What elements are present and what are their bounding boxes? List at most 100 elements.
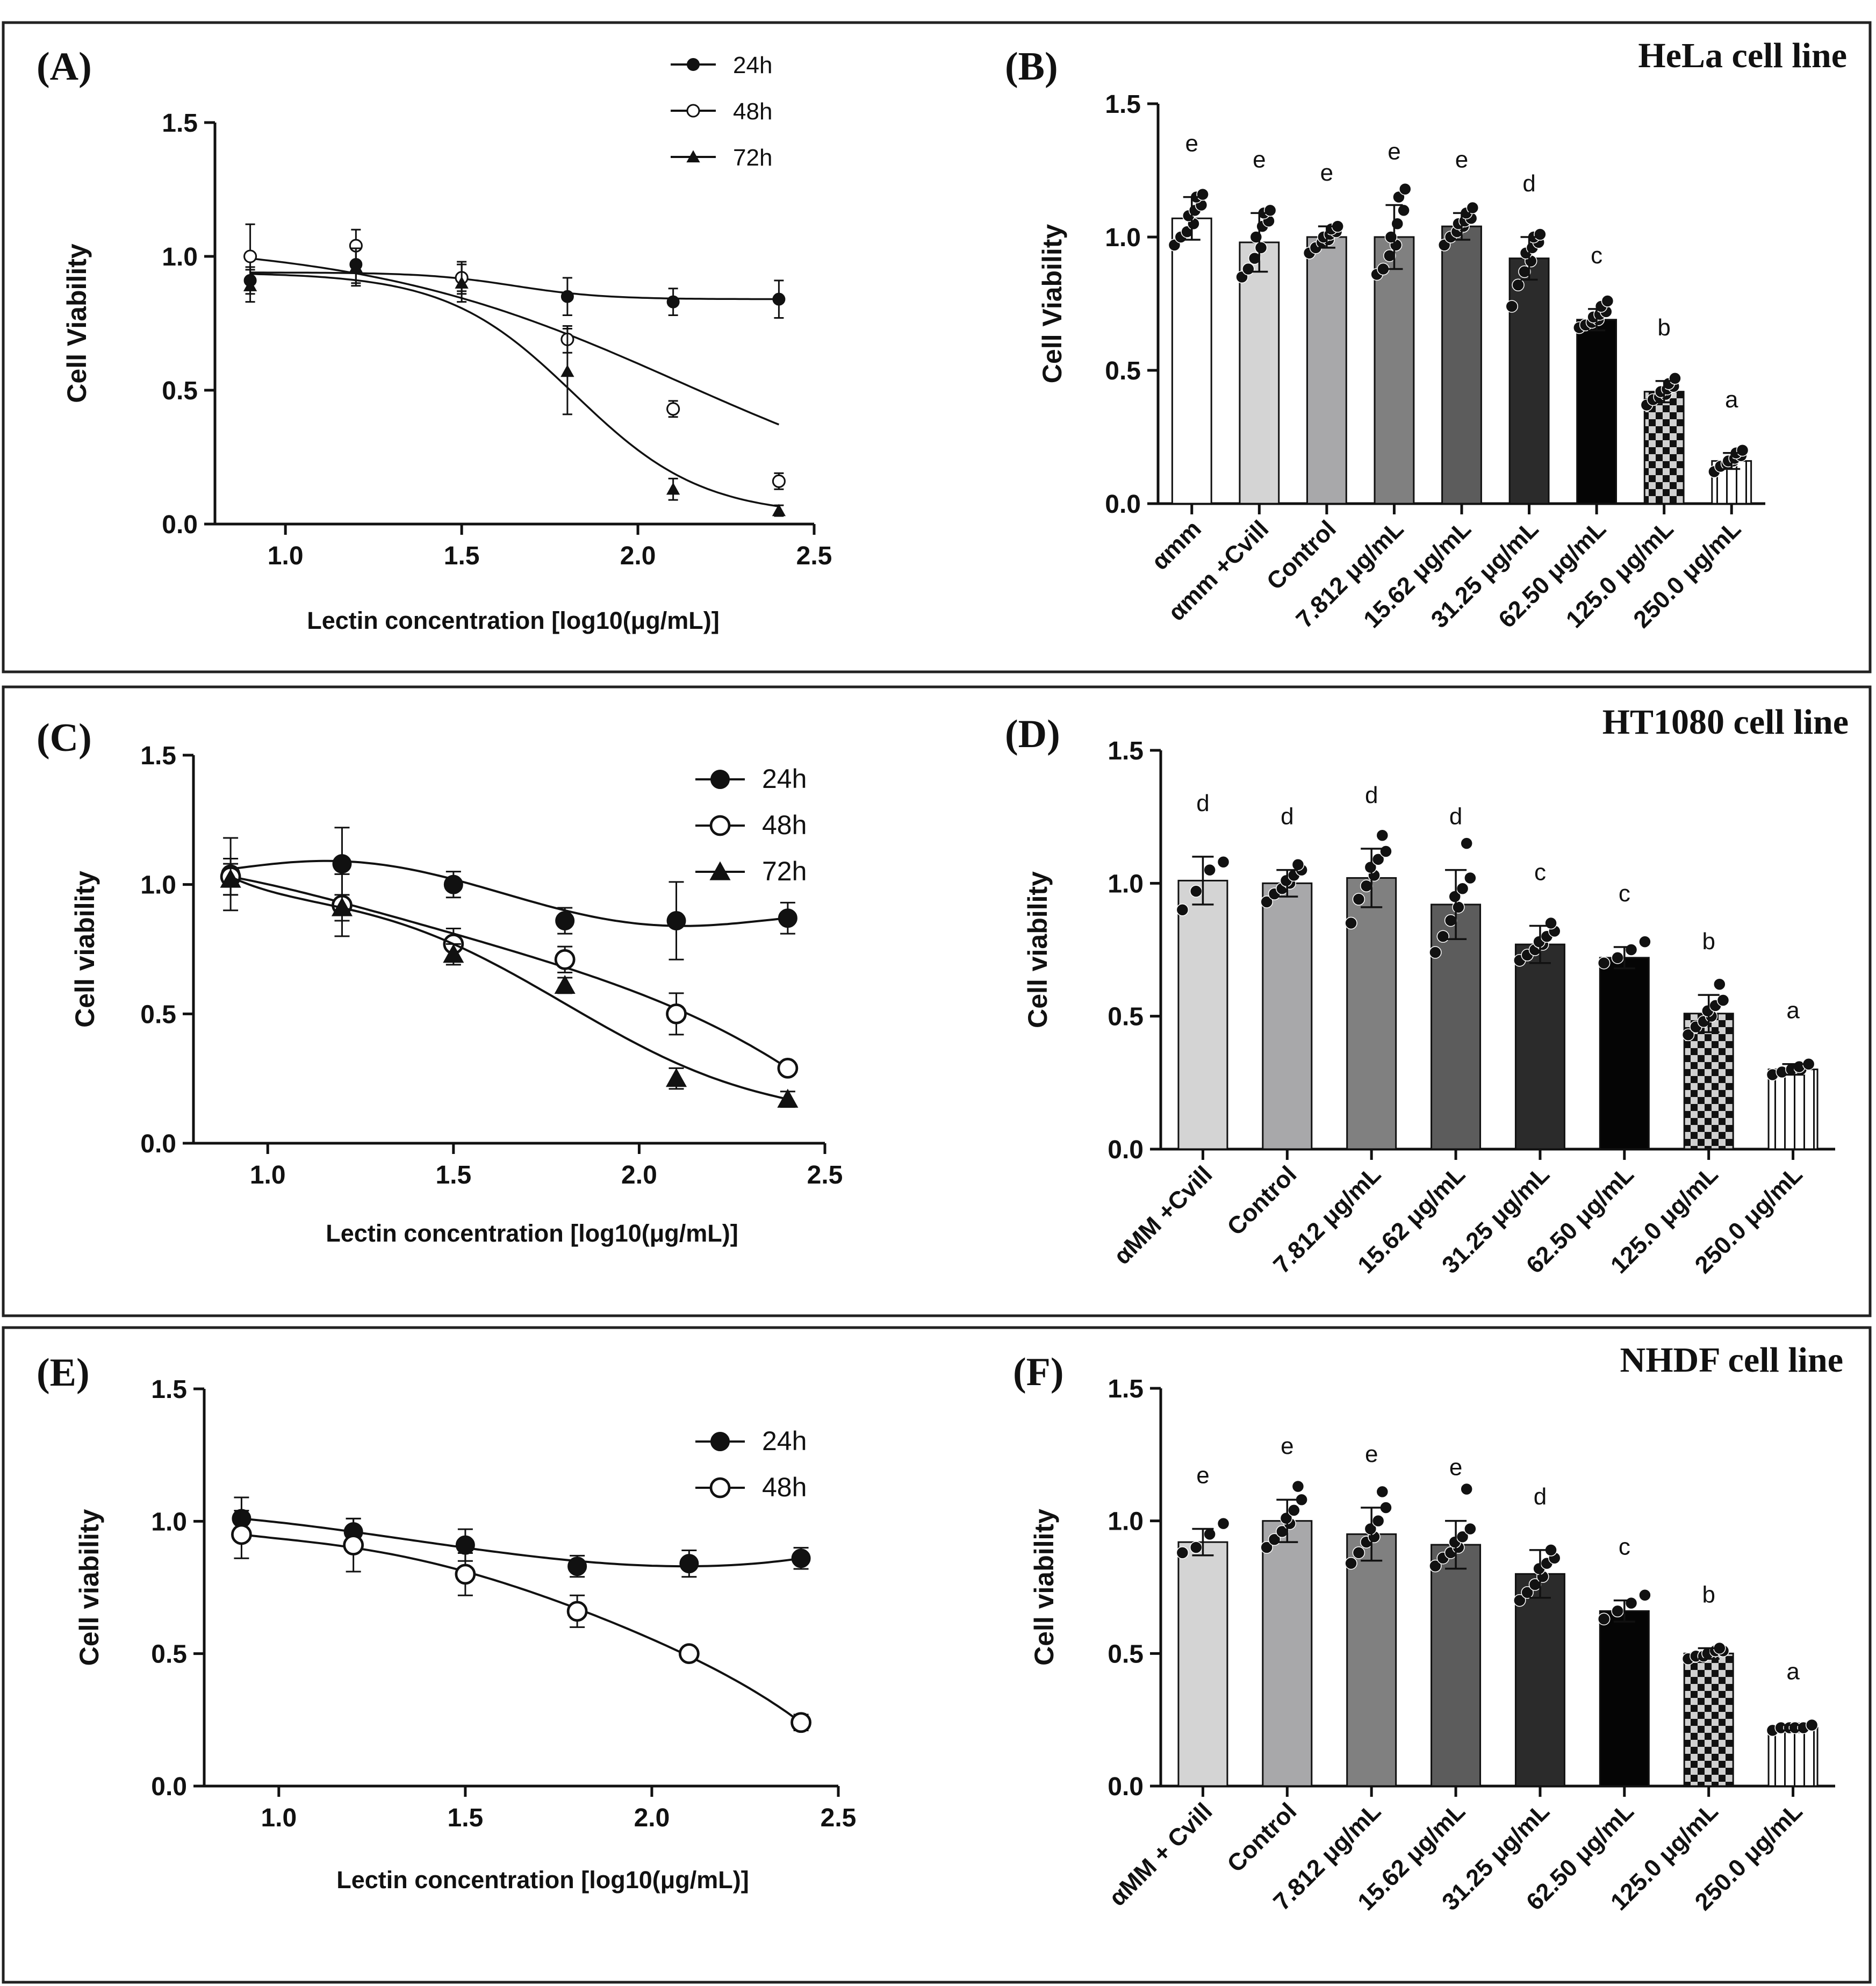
y-tick-label: 0.5 <box>1108 1003 1144 1031</box>
x-tick-label: 2.0 <box>634 1804 670 1832</box>
replicate-point <box>1398 182 1412 196</box>
replicate-point <box>1444 914 1457 927</box>
bar <box>1767 1726 1819 1787</box>
legend-label: 24h <box>762 764 807 794</box>
data-point-48h <box>777 1058 799 1079</box>
data-point-72h <box>243 279 257 291</box>
panel-a: (A) 0.0 0.5 1.0 1.5 1.0 1.5 2.0 2.5 Cell Viabilit… <box>37 45 832 634</box>
y-tick-label: 1.5 <box>151 1375 187 1404</box>
significance-letter: a <box>1786 998 1800 1024</box>
y-tick-label: 0.0 <box>140 1130 176 1158</box>
y-tick-label: 0.0 <box>1108 1136 1144 1164</box>
legend-label: 72h <box>762 856 807 886</box>
bar <box>1171 217 1212 505</box>
series-24h <box>243 245 786 319</box>
y-tick-label: 1.0 <box>140 871 176 900</box>
panel-label: (A) <box>37 45 92 89</box>
data-point-48h <box>772 474 786 488</box>
x-tick-label: 1.5 <box>435 1161 471 1189</box>
y-tick-label: 1.5 <box>162 109 198 138</box>
x-tick-label: 2.0 <box>620 542 656 570</box>
x-tick-label: 1.5 <box>444 542 480 570</box>
data-point-24h <box>555 911 575 931</box>
replicate-point <box>1176 1546 1189 1559</box>
significance-letter: e <box>1365 1441 1378 1467</box>
significance-letter: d <box>1365 782 1378 808</box>
y-tick-label: 0.0 <box>151 1773 187 1801</box>
replicate-point <box>1713 978 1726 991</box>
legend-label: 48h <box>733 98 772 125</box>
replicate-point <box>1288 1504 1300 1517</box>
replicate-point <box>1460 1482 1473 1496</box>
replicate-point <box>1364 1522 1377 1536</box>
replicate-point <box>1513 1594 1526 1607</box>
replicate-point <box>1371 1514 1385 1528</box>
data-point-48h <box>790 1712 811 1733</box>
replicate-point <box>1397 204 1410 217</box>
legend-label: 72h <box>733 145 772 171</box>
y-axis-title: Cell Viability <box>62 243 92 403</box>
replicate-point <box>1376 1485 1389 1499</box>
row-frame-top <box>2 21 1872 673</box>
significance-letter: c <box>1534 859 1546 885</box>
replicate-point <box>1260 895 1273 908</box>
panel-b: (B) HeLa cell line 0.0 0.5 1.0 1.5 Cell Viabil… <box>1005 36 1847 633</box>
replicate-point <box>1345 1557 1357 1570</box>
legend: 24h 48h 72h <box>695 764 807 886</box>
x-axis-title: Lectin concentration [log10(μg/mL)] <box>336 1866 749 1894</box>
replicate-point <box>1452 901 1465 914</box>
data-point-48h <box>666 1003 687 1024</box>
data-point-72h <box>777 1088 799 1108</box>
replicate-point <box>1466 201 1479 214</box>
replicate-point <box>1802 1057 1815 1071</box>
x-tick-label: 2.5 <box>821 1804 857 1832</box>
replicate-point <box>1736 444 1749 457</box>
replicate-point <box>1534 228 1547 241</box>
replicate-point <box>1189 885 1203 898</box>
replicate-point <box>1456 882 1469 895</box>
series-24h <box>232 1496 811 1578</box>
replicate-point <box>1242 262 1255 276</box>
data-point-72h <box>560 364 574 377</box>
y-tick-label: 1.0 <box>162 243 198 271</box>
replicate-point <box>1464 1522 1477 1536</box>
legend-label: 24h <box>762 1426 807 1456</box>
replicate-point <box>1601 295 1614 307</box>
data-point-24h <box>791 1548 811 1568</box>
axes: 0.0 0.5 1.0 1.5 1.0 1.5 2.0 2.5 <box>162 109 832 570</box>
replicate-point <box>1254 241 1268 254</box>
y-axis-title: Cell viability <box>70 871 100 1028</box>
bar-group: e Control <box>1221 1433 1313 1877</box>
row-frame-bottom <box>2 1326 1872 1984</box>
fit-curve-72h <box>250 273 779 507</box>
replicate-point <box>1217 1517 1230 1530</box>
data-point-72h <box>772 504 786 517</box>
replicate-point <box>1391 217 1404 230</box>
x-tick-label: 1.5 <box>448 1804 484 1832</box>
y-axis-title: Cell viability <box>1029 1509 1059 1666</box>
bar <box>1346 1533 1397 1787</box>
category-label: αMM + Cvill <box>1103 1797 1217 1911</box>
replicate-point <box>1638 935 1651 948</box>
significance-letter: c <box>1619 1534 1630 1560</box>
data-point-72h <box>331 897 353 916</box>
replicate-point <box>1638 1589 1651 1602</box>
replicate-point <box>1669 372 1681 385</box>
significance-letter: b <box>1702 928 1715 955</box>
data-point-24h <box>560 290 574 303</box>
panel-f: (F) NHDF cell line 0.0 0.5 1.0 1.5 Cell viabil… <box>1013 1340 1843 1916</box>
bar <box>1177 1541 1228 1787</box>
bar <box>1599 1610 1650 1787</box>
data-point-48h <box>554 949 576 970</box>
data-point-48h <box>566 1601 588 1622</box>
replicate-point <box>1203 863 1216 877</box>
replicate-point <box>1597 1612 1611 1625</box>
bar-group: e αmm <box>1146 131 1212 575</box>
legend-label: 48h <box>762 1472 807 1502</box>
y-tick-label: 1.0 <box>1105 224 1141 252</box>
data-point-24h <box>455 1535 475 1555</box>
series-48h <box>220 858 799 1079</box>
legend-marker <box>686 150 700 163</box>
replicate-point <box>1625 1596 1638 1610</box>
significance-letter: b <box>1657 314 1670 341</box>
